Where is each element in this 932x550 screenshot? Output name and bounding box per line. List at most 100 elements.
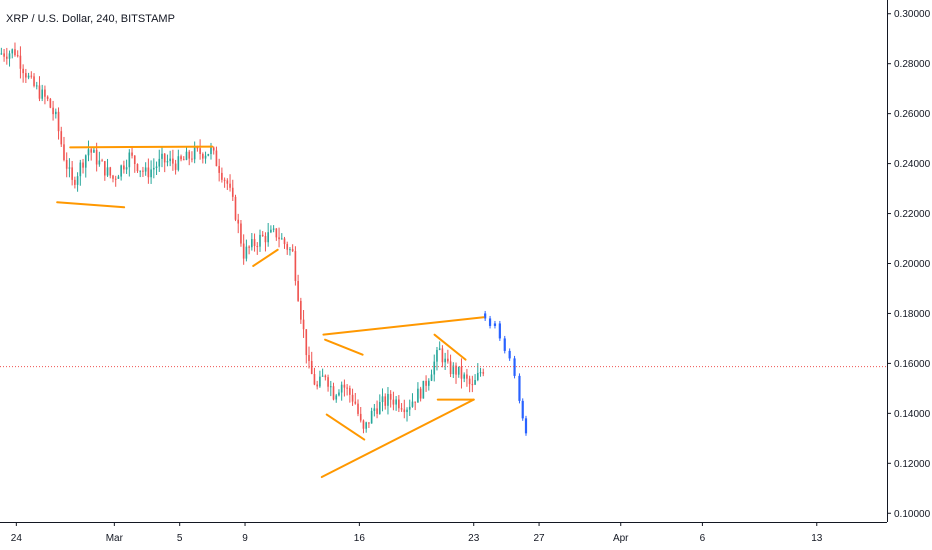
- candle[interactable]: [300, 297, 302, 324]
- candle[interactable]: [237, 213, 240, 234]
- candle[interactable]: [476, 363, 479, 382]
- candle[interactable]: [133, 154, 136, 173]
- candle[interactable]: [436, 346, 438, 371]
- candle[interactable]: [460, 358, 463, 389]
- candle[interactable]: [199, 139, 201, 160]
- candle[interactable]: [104, 160, 106, 181]
- candle[interactable]: [16, 50, 19, 58]
- candle[interactable]: [46, 95, 49, 102]
- candle[interactable]: [0, 47, 3, 55]
- candle[interactable]: [319, 370, 321, 388]
- projection-bar[interactable]: [521, 398, 524, 421]
- candle[interactable]: [163, 152, 166, 173]
- candle[interactable]: [101, 158, 103, 162]
- candle[interactable]: [338, 389, 340, 397]
- candle[interactable]: [378, 394, 381, 415]
- candle[interactable]: [278, 227, 280, 248]
- projection-bar[interactable]: [508, 348, 511, 361]
- candle[interactable]: [114, 175, 117, 187]
- candle[interactable]: [41, 84, 44, 102]
- candle[interactable]: [153, 158, 155, 179]
- trendline-drawing[interactable]: [252, 248, 279, 267]
- candle[interactable]: [479, 367, 482, 377]
- candle[interactable]: [289, 246, 291, 256]
- candle[interactable]: [35, 81, 38, 90]
- candle[interactable]: [343, 379, 346, 397]
- candle[interactable]: [33, 73, 35, 88]
- candle[interactable]: [398, 395, 400, 413]
- candle[interactable]: [248, 245, 250, 255]
- candle[interactable]: [229, 174, 231, 192]
- candle[interactable]: [30, 71, 33, 79]
- candle[interactable]: [414, 401, 417, 411]
- candle[interactable]: [332, 382, 335, 401]
- candle[interactable]: [11, 48, 14, 59]
- trendline-drawing[interactable]: [325, 413, 366, 441]
- x-axis[interactable]: 24 Mar 5 9 16 23 27 Apr 6 13: [11, 522, 823, 544]
- trendline-drawing[interactable]: [324, 338, 364, 356]
- candle[interactable]: [60, 126, 63, 147]
- candle[interactable]: [231, 179, 234, 201]
- trendline-drawing[interactable]: [433, 333, 467, 361]
- candle[interactable]: [359, 406, 362, 423]
- candle[interactable]: [457, 366, 460, 378]
- plot-area[interactable]: [0, 0, 887, 522]
- candle[interactable]: [87, 140, 90, 162]
- trendline-drawing[interactable]: [322, 316, 485, 336]
- candle[interactable]: [245, 239, 248, 262]
- candle[interactable]: [106, 158, 109, 177]
- candle[interactable]: [49, 97, 52, 109]
- candle[interactable]: [82, 158, 84, 174]
- candle[interactable]: [177, 149, 180, 172]
- candle[interactable]: [234, 194, 237, 222]
- candle[interactable]: [125, 159, 128, 174]
- candle[interactable]: [117, 174, 120, 179]
- candle[interactable]: [384, 393, 387, 410]
- candle[interactable]: [147, 158, 150, 184]
- candle[interactable]: [455, 362, 457, 384]
- candle[interactable]: [438, 341, 441, 351]
- candle[interactable]: [261, 231, 264, 237]
- candle[interactable]: [155, 161, 158, 175]
- candle[interactable]: [340, 381, 343, 401]
- candle[interactable]: [150, 160, 152, 184]
- candle[interactable]: [185, 146, 188, 161]
- candle[interactable]: [158, 149, 161, 172]
- candle[interactable]: [447, 349, 449, 364]
- candle[interactable]: [8, 50, 11, 67]
- projection-bar[interactable]: [498, 320, 501, 341]
- candle[interactable]: [65, 152, 68, 178]
- projection-bar[interactable]: [488, 315, 492, 329]
- candle[interactable]: [52, 100, 54, 121]
- candle[interactable]: [193, 141, 196, 164]
- trendline-drawing[interactable]: [320, 398, 475, 479]
- candle[interactable]: [463, 372, 466, 383]
- candle[interactable]: [204, 151, 207, 164]
- candle[interactable]: [25, 68, 27, 84]
- candle[interactable]: [3, 48, 5, 62]
- candle[interactable]: [275, 228, 278, 241]
- candle[interactable]: [419, 386, 422, 402]
- candle[interactable]: [174, 159, 177, 175]
- candle[interactable]: [136, 163, 139, 173]
- candle[interactable]: [139, 170, 142, 178]
- candle[interactable]: [417, 382, 419, 403]
- candle[interactable]: [242, 234, 245, 265]
- projection-bar[interactable]: [503, 335, 506, 354]
- candle[interactable]: [169, 150, 171, 167]
- candle[interactable]: [98, 151, 101, 167]
- candle[interactable]: [251, 233, 253, 251]
- candle[interactable]: [221, 167, 223, 183]
- candle[interactable]: [422, 380, 425, 399]
- candle[interactable]: [425, 375, 427, 392]
- candle[interactable]: [207, 153, 210, 157]
- candle[interactable]: [76, 172, 79, 192]
- candle[interactable]: [44, 85, 46, 105]
- candle[interactable]: [308, 346, 310, 369]
- candle[interactable]: [444, 352, 446, 370]
- candle[interactable]: [474, 374, 476, 386]
- candle[interactable]: [335, 393, 338, 403]
- candle[interactable]: [327, 374, 329, 392]
- candle[interactable]: [90, 148, 93, 161]
